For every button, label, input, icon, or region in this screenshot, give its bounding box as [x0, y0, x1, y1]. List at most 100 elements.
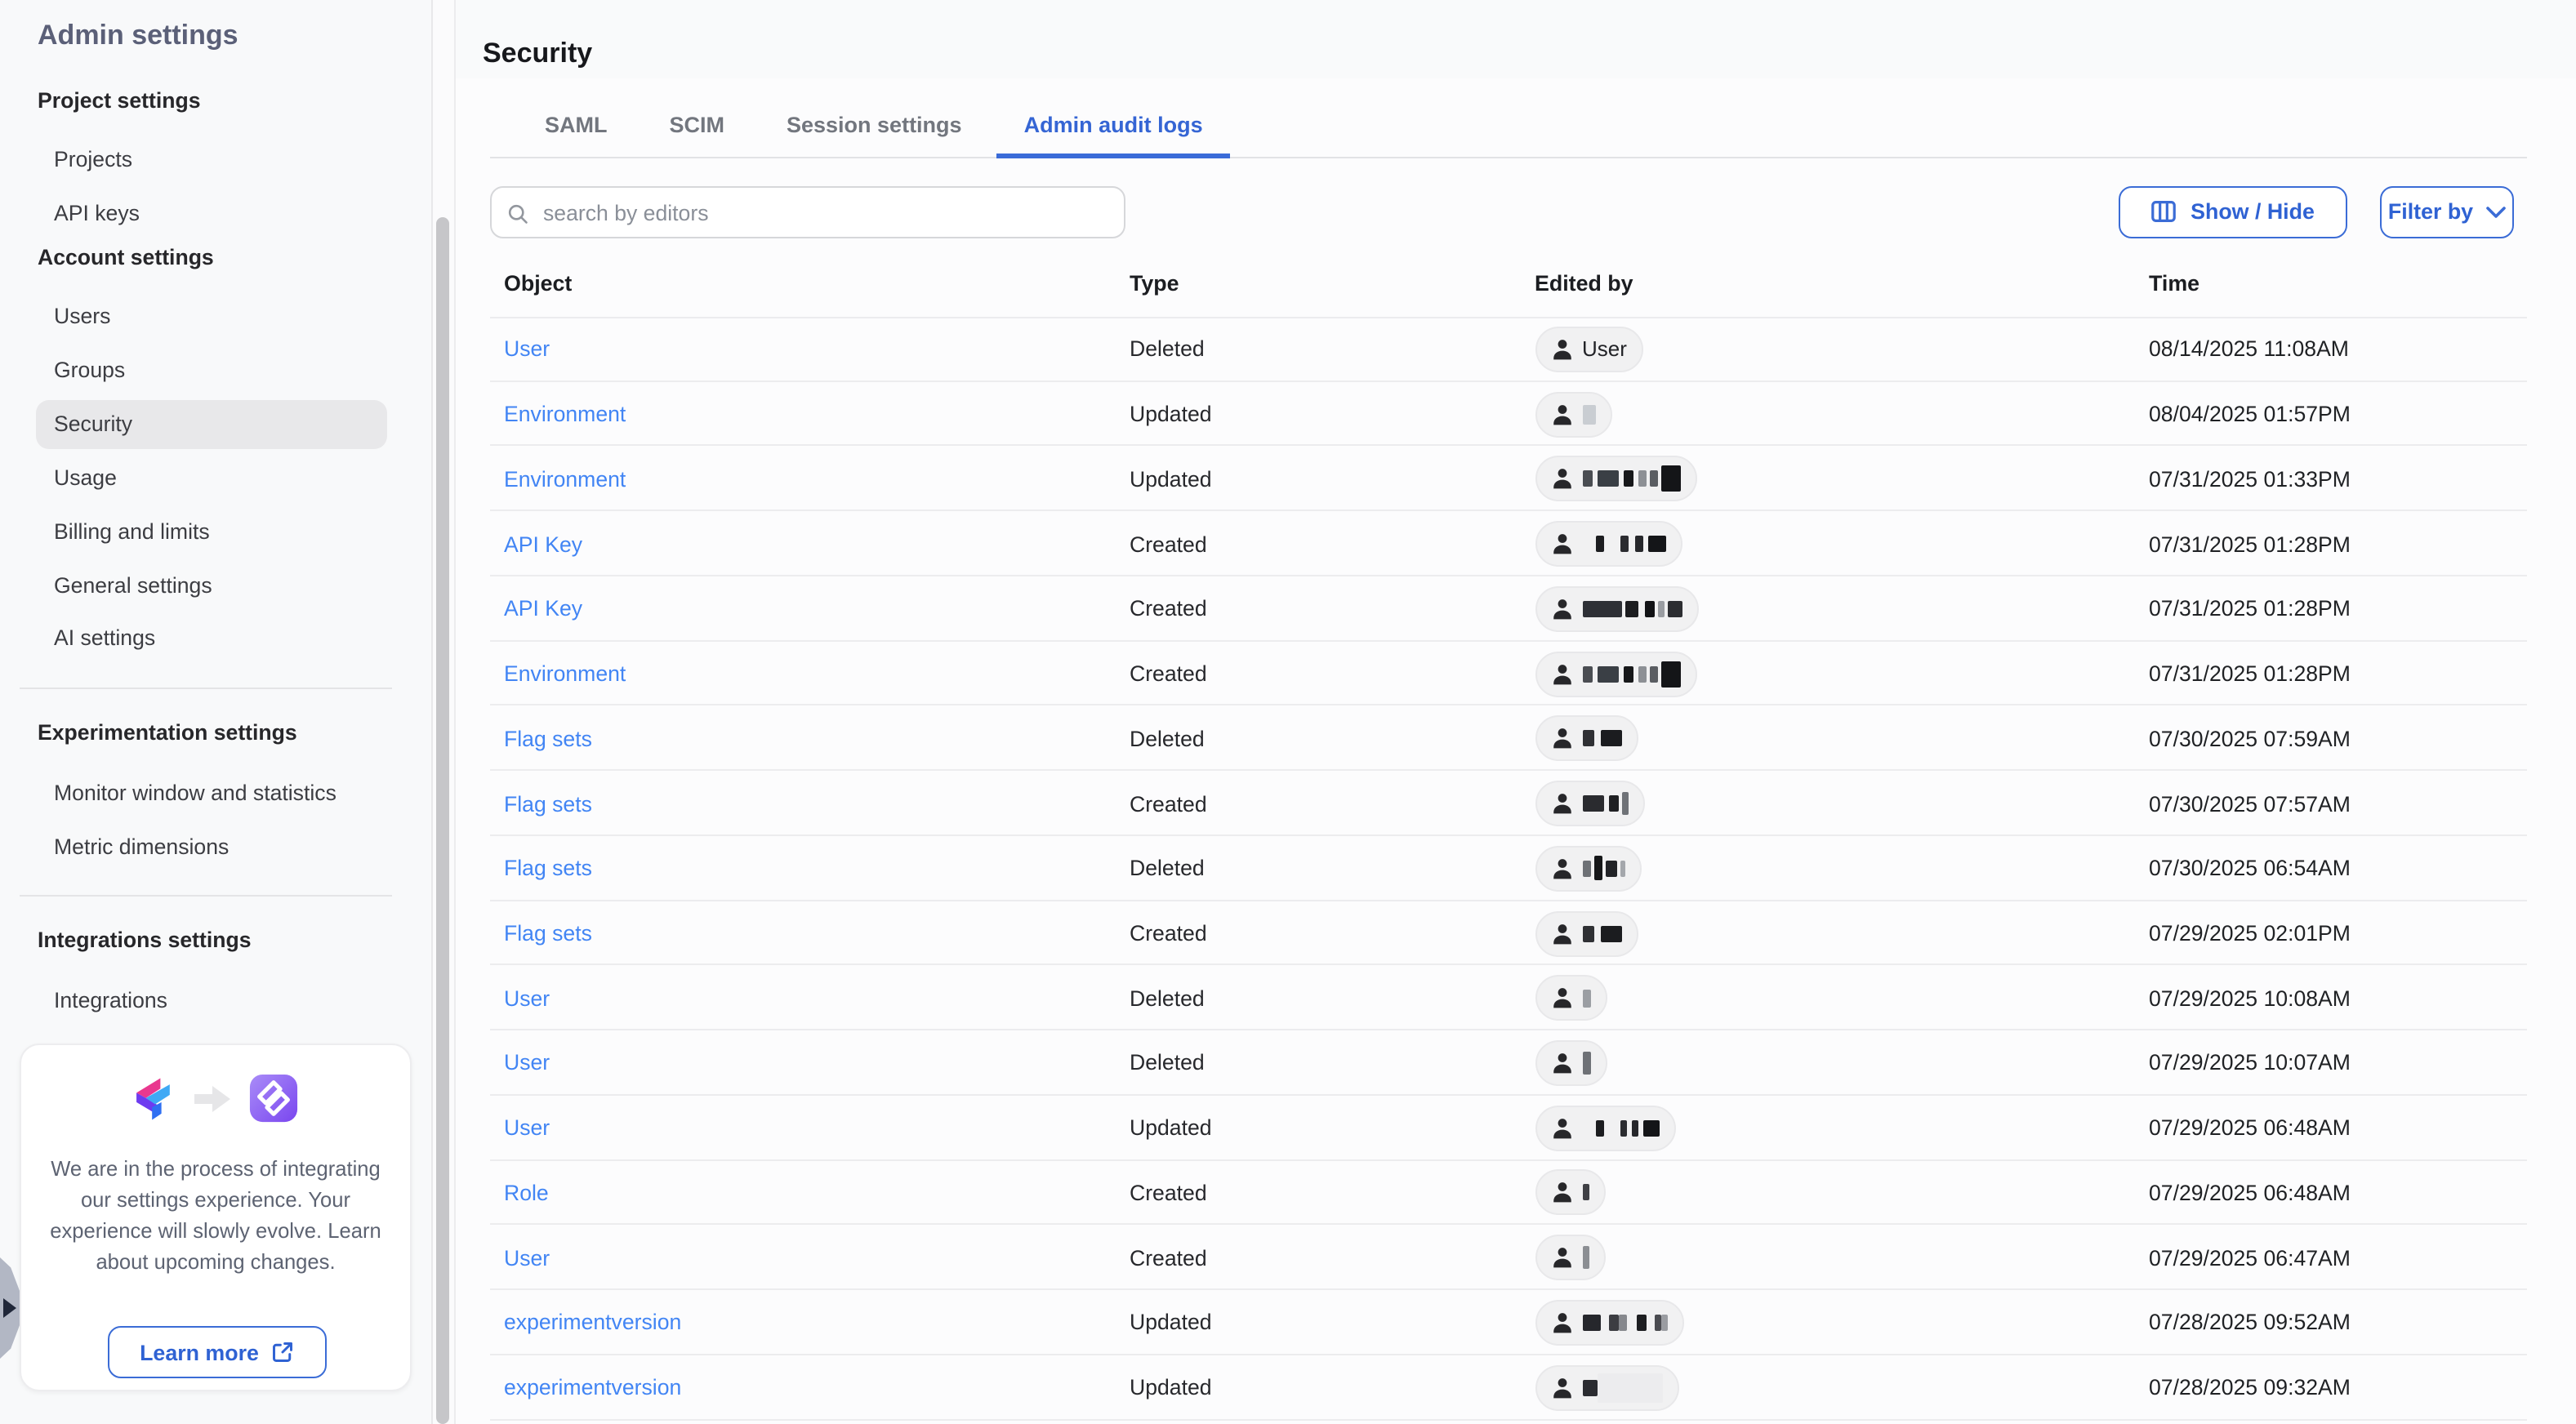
- table-row: API Key Created 07/31/2025 01:28PM: [455, 511, 2576, 576]
- editor-chip: [1535, 781, 1644, 827]
- object-link[interactable]: Flag sets: [504, 921, 592, 946]
- object-link[interactable]: API Key: [504, 596, 583, 621]
- table-row: Environment Updated 08/04/2025 01:57PM: [455, 381, 2576, 447]
- table-row: User Created 07/29/2025 06:47AM: [455, 1226, 2576, 1291]
- filter-by-label: Filter by: [2387, 199, 2474, 225]
- tab-scim[interactable]: SCIM: [669, 112, 725, 136]
- table-row: Flag sets Deleted 07/30/2025 07:59AM: [455, 706, 2576, 772]
- person-icon: [1553, 1118, 1571, 1138]
- editor-chip: User: [1535, 326, 1643, 372]
- sidebar-item-usage[interactable]: Usage: [54, 465, 117, 490]
- learn-more-label: Learn more: [140, 1340, 259, 1364]
- time-cell: 07/29/2025 06:48AM: [2149, 1115, 2351, 1141]
- object-link[interactable]: Environment: [504, 466, 626, 492]
- table-row: API Key Created 07/31/2025 01:28PM: [455, 576, 2576, 642]
- row-divider: [489, 510, 2526, 512]
- column-header-type: Type: [1130, 271, 1179, 296]
- edited-by-cell: [1535, 1030, 1607, 1095]
- sidebar-item-users[interactable]: Users: [54, 304, 111, 328]
- sidebar-item-billing-and-limits[interactable]: Billing and limits: [54, 519, 210, 544]
- redacted-editor-name: [1582, 856, 1624, 881]
- column-header-object: Object: [504, 271, 573, 296]
- sidebar-selected-highlight: [36, 400, 387, 449]
- edited-by-cell: [1535, 576, 1698, 641]
- person-icon: [1553, 599, 1571, 620]
- row-divider: [489, 639, 2526, 642]
- person-icon: [1553, 404, 1571, 425]
- sidebar-section-project-settings: Project settings: [38, 88, 201, 113]
- row-divider: [489, 834, 2526, 836]
- edited-by-cell: User: [1535, 317, 1643, 381]
- tab-session-settings[interactable]: Session settings: [787, 112, 962, 136]
- type-cell: Created: [1130, 1180, 1207, 1205]
- person-icon: [1553, 1183, 1571, 1204]
- main-content: Security SAML SCIM Session settings Admin a…: [455, 0, 2576, 1424]
- sidebar-item-metric-dimensions[interactable]: Metric dimensions: [54, 834, 230, 859]
- time-cell: 07/31/2025 01:33PM: [2149, 466, 2351, 492]
- editor-chip: [1535, 585, 1698, 632]
- sidebar-item-security[interactable]: Security: [54, 412, 133, 436]
- person-icon: [1553, 1053, 1571, 1074]
- object-link[interactable]: User: [504, 1245, 550, 1270]
- editor-chip: [1535, 910, 1638, 957]
- object-link[interactable]: Flag sets: [504, 856, 592, 881]
- object-link[interactable]: User: [504, 986, 550, 1011]
- type-cell: Updated: [1130, 402, 1212, 427]
- object-link[interactable]: Environment: [504, 402, 626, 427]
- row-divider: [489, 769, 2526, 772]
- edited-by-cell: [1535, 901, 1638, 965]
- person-icon: [1553, 534, 1571, 554]
- sidebar-item-ai-settings[interactable]: AI settings: [54, 625, 156, 650]
- time-cell: 07/31/2025 01:28PM: [2149, 596, 2351, 621]
- object-link[interactable]: API Key: [504, 532, 583, 557]
- edited-by-cell: [1535, 1160, 1605, 1225]
- edited-by-cell: [1535, 641, 1696, 705]
- sidebar: Admin settings Project settings Projects A…: [0, 0, 432, 1424]
- redacted-editor-name: [1582, 1119, 1659, 1137]
- tab-saml[interactable]: SAML: [545, 112, 608, 136]
- type-cell: Deleted: [1130, 856, 1205, 881]
- object-link[interactable]: experimentversion: [504, 1310, 682, 1335]
- edited-by-cell: [1535, 1096, 1675, 1160]
- type-cell: Updated: [1130, 1115, 1212, 1141]
- sidebar-item-api-keys[interactable]: API keys: [54, 201, 140, 225]
- object-link[interactable]: User: [504, 336, 550, 362]
- new-platform-logo: [248, 1073, 299, 1132]
- row-divider: [489, 1288, 2526, 1291]
- time-cell: 07/29/2025 02:01PM: [2149, 921, 2351, 946]
- table-row: experimentversion Updated 07/28/2025 09:52…: [455, 1290, 2576, 1355]
- object-link[interactable]: experimentversion: [504, 1375, 682, 1400]
- object-link[interactable]: Flag sets: [504, 726, 592, 751]
- sidebar-scrollbar-track: [432, 0, 455, 1424]
- time-cell: 07/31/2025 01:28PM: [2149, 532, 2351, 557]
- row-divider: [489, 899, 2526, 901]
- editor-chip: [1535, 1235, 1605, 1281]
- sidebar-item-projects[interactable]: Projects: [54, 147, 133, 171]
- redacted-editor-name: [1582, 989, 1590, 1008]
- tab-admin-audit-logs[interactable]: Admin audit logs: [996, 95, 1231, 158]
- show-hide-button[interactable]: Show / Hide: [2118, 186, 2346, 238]
- header-strip: [455, 0, 2576, 78]
- person-icon: [1553, 1313, 1571, 1333]
- sidebar-item-groups[interactable]: Groups: [54, 358, 126, 382]
- filter-by-button[interactable]: Filter by: [2380, 186, 2514, 238]
- sidebar-item-integrations[interactable]: Integrations: [54, 988, 167, 1012]
- sidebar-item-monitor-window-and-statistics[interactable]: Monitor window and statistics: [54, 781, 336, 805]
- caret-right-icon: [3, 1298, 16, 1318]
- learn-more-button[interactable]: Learn more: [108, 1326, 327, 1378]
- table-row: User Deleted 07/29/2025 10:08AM: [455, 966, 2576, 1031]
- time-cell: 07/28/2025 09:52AM: [2149, 1310, 2351, 1335]
- sidebar-item-general-settings[interactable]: General settings: [54, 573, 212, 598]
- object-link[interactable]: User: [504, 1050, 550, 1075]
- redacted-editor-name: [1582, 536, 1665, 553]
- object-link[interactable]: Role: [504, 1180, 549, 1205]
- table-row: Role Created 07/29/2025 06:48AM: [455, 1160, 2576, 1226]
- object-link[interactable]: Flag sets: [504, 791, 592, 817]
- sidebar-divider: [20, 895, 392, 897]
- object-link[interactable]: Environment: [504, 661, 626, 687]
- search-input[interactable]: [540, 188, 1118, 239]
- sidebar-scrollbar-thumb[interactable]: [435, 217, 448, 1424]
- object-link[interactable]: User: [504, 1115, 550, 1141]
- redacted-editor-name: [1582, 600, 1682, 617]
